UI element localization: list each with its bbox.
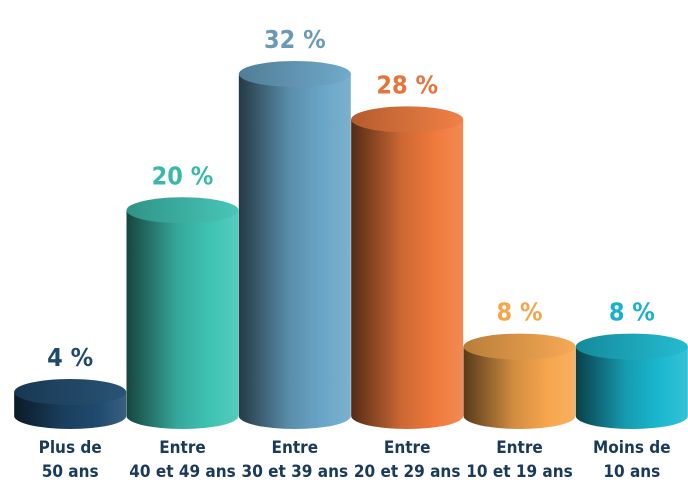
- category-label-6-line-1: Moins de: [593, 438, 671, 458]
- bar-top-5: [463, 333, 576, 360]
- bar-top-1: [14, 379, 127, 405]
- category-label-3-line-1: Entre: [272, 438, 319, 458]
- value-labels-group: 4 % 20 % 32 % 28 % 8 % 8 %: [47, 25, 655, 372]
- category-label-4-line-1: Entre: [384, 438, 431, 458]
- bar-body-2: [126, 210, 239, 429]
- category-label-1-line-1: Plus de: [39, 438, 102, 458]
- bar-2: [126, 197, 239, 429]
- bar-3: [238, 61, 351, 429]
- bar-top-6: [575, 333, 688, 360]
- bar-top-2: [126, 197, 239, 224]
- category-label-6-line-2: 10 ans: [603, 462, 660, 482]
- category-label-3-line-2: 30 et 39 ans: [242, 462, 349, 482]
- bar-body-3: [238, 74, 351, 429]
- bar-top-3: [238, 61, 351, 87]
- category-label-2-line-2: 40 et 49 ans: [129, 462, 236, 482]
- bar-5: [463, 333, 576, 429]
- bar-6: [575, 333, 688, 429]
- value-label-6: 8 %: [609, 298, 655, 327]
- category-label-2-line-1: Entre: [159, 438, 206, 458]
- category-label-4-line-2: 20 et 29 ans: [354, 462, 461, 482]
- bar-top-4: [351, 106, 464, 133]
- bars-group: [14, 61, 688, 429]
- bar-body-6: [575, 346, 688, 429]
- category-label-1-line-2: 50 ans: [42, 462, 99, 482]
- value-label-4: 28 %: [376, 70, 438, 99]
- value-label-2: 20 %: [152, 161, 214, 190]
- bar-body-4: [351, 119, 464, 429]
- bar-1: [14, 379, 127, 429]
- bar-body-5: [463, 346, 576, 429]
- value-label-5: 8 %: [496, 298, 542, 327]
- bar-4: [351, 106, 464, 429]
- value-label-3: 32 %: [264, 25, 326, 54]
- category-label-5-line-1: Entre: [496, 438, 543, 458]
- category-label-5-line-2: 10 et 19 ans: [466, 462, 573, 482]
- value-label-1: 4 %: [47, 343, 93, 372]
- category-labels-group: Plus de 50 ans Entre 40 et 49 ans Entre 30 et…: [39, 438, 671, 482]
